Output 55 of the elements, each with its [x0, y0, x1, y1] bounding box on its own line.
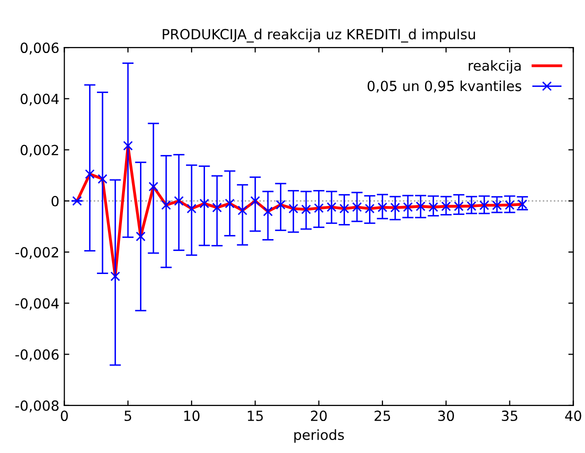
point: [123, 140, 133, 151]
x-tick-label: 30: [438, 410, 454, 422]
x-tick-label: 35: [502, 410, 518, 422]
x-tick-label: 5: [124, 410, 132, 422]
point: [72, 196, 82, 206]
y-tick-label: 0,002: [20, 144, 58, 157]
point: [466, 201, 476, 211]
point: [84, 169, 95, 179]
point: [136, 232, 146, 242]
point: [110, 271, 120, 282]
point: [98, 174, 108, 184]
legend-label: 0,05 un 0,95 kvantiles: [368, 80, 522, 93]
point: [174, 196, 184, 206]
y-tick-label: 0: [52, 196, 59, 206]
point: [339, 204, 350, 214]
y-tick-label: -0,008: [15, 400, 59, 412]
point: [390, 202, 400, 212]
point: [148, 182, 158, 192]
y-tick-label: -0,006: [15, 349, 59, 362]
point: [378, 202, 388, 212]
point: [238, 206, 248, 216]
y-tick-label: -0,004: [15, 298, 59, 310]
point: [301, 204, 311, 214]
point: [224, 198, 235, 208]
point: [212, 202, 222, 212]
point: [454, 201, 464, 212]
point: [161, 200, 171, 210]
point: [199, 198, 210, 208]
y-tick-label: 0,004: [20, 94, 59, 106]
x-tick-label: 40: [565, 410, 582, 422]
x-tick-label: 15: [248, 410, 263, 422]
y-tick-label: 0,006: [20, 42, 59, 54]
point: [352, 202, 362, 212]
point: [263, 206, 273, 216]
point: [326, 202, 336, 212]
point: [403, 202, 413, 212]
point: [250, 196, 260, 206]
y-tick-label: -0,002: [15, 247, 58, 259]
point: [364, 204, 375, 214]
point: [186, 204, 196, 214]
point: [479, 200, 490, 210]
x-tick-label: 0: [60, 410, 68, 422]
x-tick-label: 25: [374, 410, 390, 422]
point: [441, 201, 451, 212]
point: [416, 201, 426, 212]
chart-title: PRODUKCIJA_d reakcija uz KREDITI_d impulsu: [162, 28, 475, 43]
point: [314, 203, 324, 213]
point: [288, 204, 298, 214]
point: [276, 200, 286, 210]
point: [492, 200, 502, 210]
point: [428, 202, 438, 212]
x-tick-label: 20: [311, 410, 327, 422]
x-tick-label: 10: [184, 410, 200, 422]
legend-label: reakcija: [468, 60, 521, 74]
x-axis-title: periods: [294, 429, 344, 443]
